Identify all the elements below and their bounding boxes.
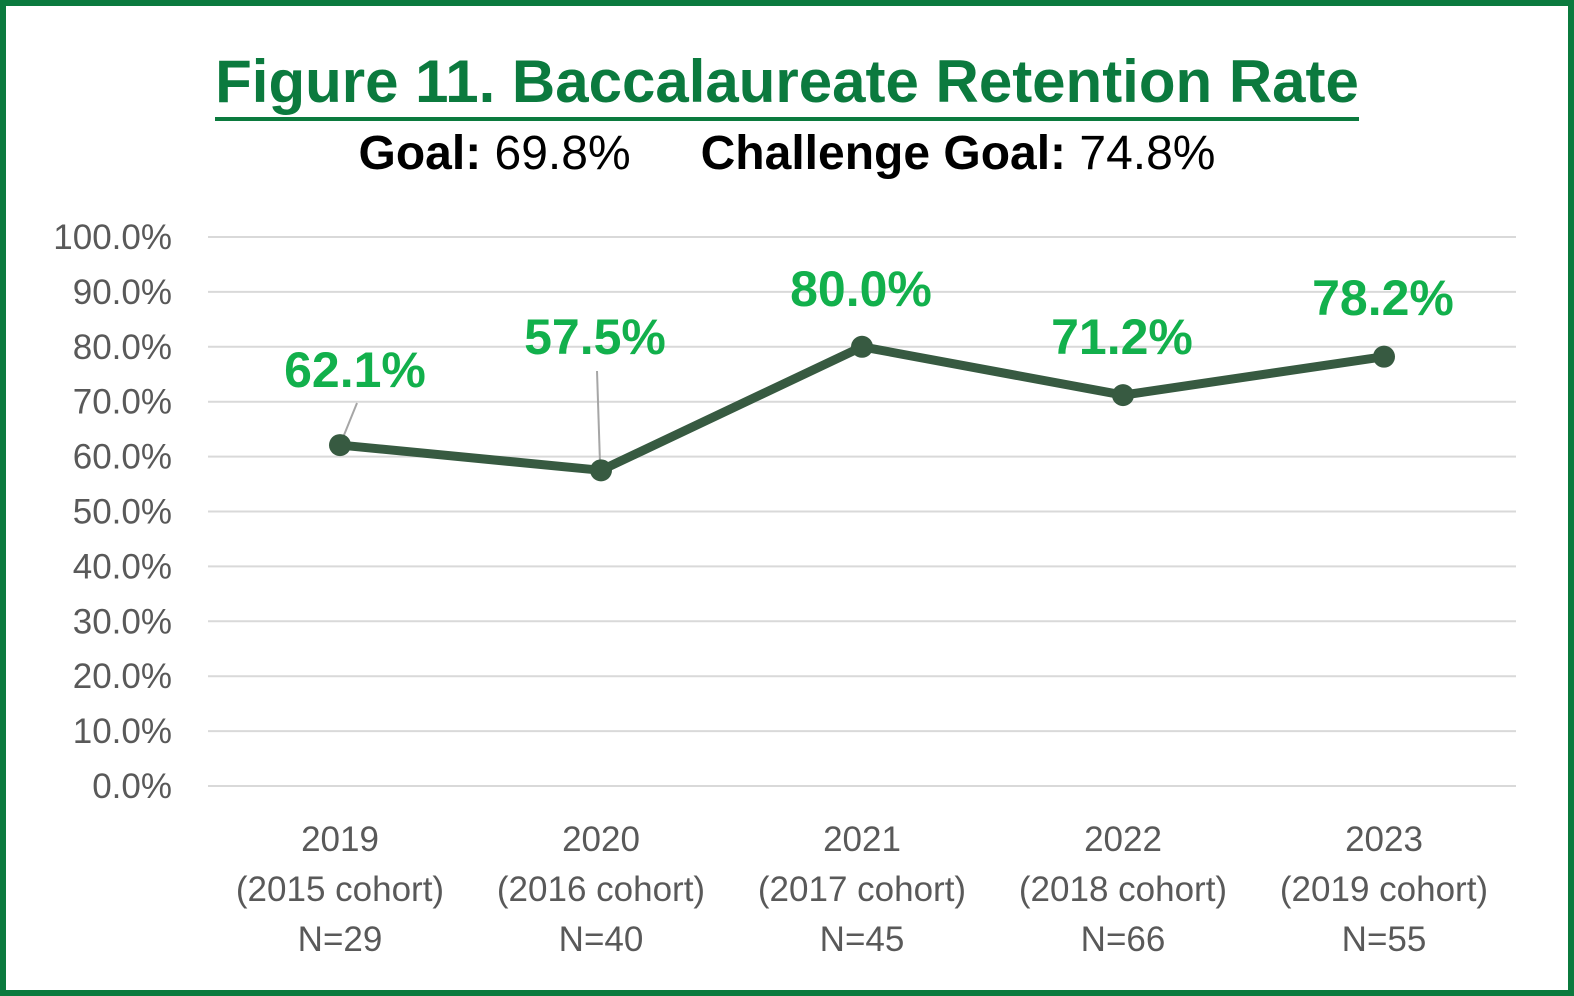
data-label: 71.2% <box>1051 309 1193 365</box>
x-tick-label: 2021 <box>823 820 901 859</box>
leader-line <box>341 402 358 441</box>
x-tick-label: 2019 <box>301 820 379 859</box>
series-line <box>335 342 1389 475</box>
y-tick-label: 10.0% <box>73 712 172 751</box>
x-tick-label: N=40 <box>559 920 644 959</box>
y-tick-label: 80.0% <box>73 328 172 367</box>
goal-value: 69.8% <box>494 127 631 180</box>
x-tick-label: (2017 cohort) <box>758 870 966 909</box>
x-tick-label: 2020 <box>562 820 640 859</box>
leader-line <box>596 370 601 464</box>
data-label: 62.1% <box>284 342 426 398</box>
x-tick-label: N=45 <box>820 920 905 959</box>
y-tick-label: 70.0% <box>73 383 172 422</box>
x-tick-label: 2023 <box>1345 820 1423 859</box>
chart-title-text: Figure 11. Baccalaureate Retention Rate <box>215 48 1359 121</box>
goal-label: Goal: <box>358 127 482 180</box>
chart-title: Figure 11. Baccalaureate Retention Rate <box>6 46 1568 121</box>
y-tick-label: 50.0% <box>73 493 172 532</box>
x-tick-label: (2015 cohort) <box>236 870 444 909</box>
y-tick-label: 100.0% <box>53 218 172 257</box>
data-point-marker <box>329 434 351 457</box>
y-tick-label: 60.0% <box>73 438 172 477</box>
data-point-marker <box>1373 345 1395 368</box>
x-tick-label: 2022 <box>1084 820 1162 859</box>
data-point-marker <box>590 459 612 482</box>
y-tick-label: 20.0% <box>73 657 172 696</box>
y-tick-label: 40.0% <box>73 547 172 586</box>
data-label: 78.2% <box>1312 270 1454 326</box>
data-point-marker <box>1112 384 1134 407</box>
x-tick-label: N=29 <box>298 920 383 959</box>
x-tick-label: (2018 cohort) <box>1019 870 1227 909</box>
x-tick-label: N=55 <box>1342 920 1427 959</box>
y-tick-label: 0.0% <box>92 767 172 806</box>
x-tick-label: N=66 <box>1081 920 1166 959</box>
x-tick-label: (2016 cohort) <box>497 870 705 909</box>
data-label: 80.0% <box>790 261 932 317</box>
line-chart: 0.0% 10.0% 20.0% 30.0% 40.0% 50.0% 60.0% 70.0% 8… <box>53 218 1516 959</box>
x-tick-label: (2019 cohort) <box>1280 870 1488 909</box>
y-tick-label: 30.0% <box>73 602 172 641</box>
y-tick-label: 90.0% <box>73 273 172 312</box>
data-point-marker <box>851 335 873 358</box>
challenge-goal-value: 74.8% <box>1079 127 1216 180</box>
goals-subtitle: Goal: 69.8% Challenge Goal: 74.8% <box>6 124 1568 184</box>
data-label: 57.5% <box>524 309 666 365</box>
challenge-goal-label: Challenge Goal: <box>700 127 1067 180</box>
